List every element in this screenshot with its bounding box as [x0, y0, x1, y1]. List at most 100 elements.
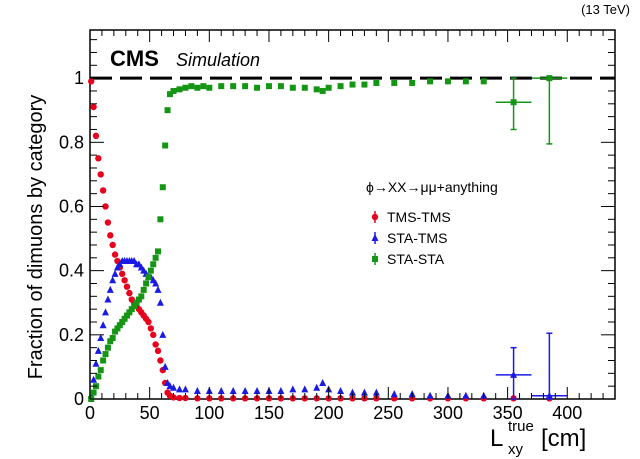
data-point	[170, 383, 178, 391]
data-point	[462, 391, 470, 399]
legend-marker	[371, 213, 379, 221]
data-point	[164, 107, 171, 114]
x-tick-label: 100	[194, 403, 224, 423]
data-point	[176, 394, 183, 402]
data-point	[152, 341, 159, 348]
y-tick-label: 0	[74, 389, 84, 409]
data-point	[188, 83, 195, 90]
data-point	[545, 391, 553, 399]
data-point	[145, 318, 152, 326]
data-point	[194, 84, 201, 91]
y-axis-title-group: Fraction of dimuons by category	[25, 95, 47, 380]
legend: TMS-TMS STA-TMS STA-STA	[371, 209, 451, 267]
data-point	[510, 99, 517, 106]
data-point	[107, 338, 114, 345]
data-point	[182, 84, 189, 91]
x-tick-label: 50	[140, 403, 160, 423]
legend-marker	[372, 256, 378, 262]
data-point	[95, 155, 102, 162]
data-point	[140, 286, 147, 293]
x-tick-label: 0	[85, 403, 95, 423]
data-point	[181, 385, 189, 393]
data-point	[135, 296, 142, 303]
data-point	[102, 351, 109, 358]
data-point	[119, 318, 126, 325]
data-point	[119, 270, 126, 278]
data-point	[162, 142, 169, 149]
data-point	[97, 367, 104, 374]
data-point	[166, 91, 173, 98]
data-point	[265, 83, 272, 90]
data-layer	[87, 75, 568, 402]
legend-marker	[371, 234, 379, 241]
data-point	[337, 386, 345, 394]
data-point	[426, 391, 434, 399]
data-point	[104, 344, 111, 351]
y-tick-label: 0.2	[59, 325, 84, 345]
data-point	[106, 285, 114, 293]
data-point	[111, 269, 119, 277]
y-tick-label: 0.8	[59, 132, 84, 152]
data-point	[109, 241, 116, 249]
data-point	[121, 277, 128, 284]
data-point	[373, 79, 380, 86]
data-point	[150, 331, 157, 339]
data-point	[112, 328, 119, 335]
data-point	[157, 216, 164, 223]
data-point	[90, 375, 98, 383]
legend-label: STA-STA	[387, 251, 445, 267]
data-point	[253, 386, 261, 394]
series-sta-tms	[87, 257, 568, 400]
x-tick-label: 150	[254, 403, 284, 423]
data-point	[444, 78, 451, 85]
data-point	[170, 87, 177, 94]
data-point	[325, 84, 332, 91]
data-point	[147, 267, 154, 274]
data-point	[155, 248, 162, 255]
cms-label: CMS	[110, 46, 159, 71]
data-point	[107, 232, 114, 239]
y-axis-title: Fraction of dimuons by category	[25, 95, 47, 380]
data-point	[150, 261, 157, 268]
data-point	[161, 362, 169, 370]
x-axis-title-sup: true	[508, 418, 534, 435]
data-point	[166, 382, 174, 390]
data-point	[175, 385, 183, 393]
data-point	[97, 171, 104, 178]
x-axis-title-unit: [cm]	[541, 425, 586, 452]
data-point	[104, 295, 112, 303]
data-point	[200, 83, 207, 90]
data-point	[462, 78, 469, 85]
data-point	[361, 81, 368, 88]
data-point	[176, 86, 183, 93]
data-point	[546, 75, 553, 82]
x-axis-title-sub: xy	[508, 441, 524, 458]
data-point	[337, 83, 344, 90]
data-point	[319, 87, 326, 94]
data-point	[301, 84, 308, 91]
data-point	[313, 86, 320, 93]
data-point	[349, 81, 356, 88]
data-point	[143, 280, 150, 287]
data-point	[313, 383, 321, 391]
data-point	[147, 325, 155, 332]
data-point	[102, 308, 110, 316]
data-point	[133, 299, 140, 306]
data-point	[427, 78, 434, 85]
data-point	[152, 254, 159, 261]
data-point	[390, 390, 398, 398]
data-point	[206, 84, 213, 91]
process-label: ϕ→XX→μμ+anything	[366, 179, 498, 195]
data-point	[277, 83, 284, 90]
data-point	[349, 388, 356, 396]
data-point	[92, 359, 100, 367]
x-tick-label: 200	[314, 403, 344, 423]
data-point	[152, 279, 160, 287]
data-point	[90, 103, 97, 111]
data-point	[114, 325, 121, 332]
data-point	[92, 132, 100, 140]
energy-label: (13 TeV)	[581, 2, 630, 17]
data-point	[95, 373, 102, 380]
data-point	[138, 293, 145, 300]
